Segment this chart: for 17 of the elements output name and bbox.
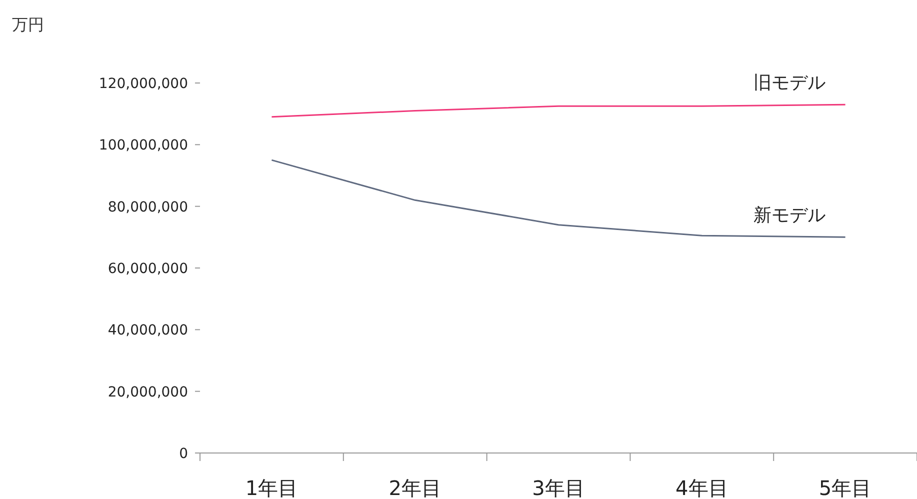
y-axis-title: 万円 bbox=[12, 15, 44, 34]
line-series bbox=[270, 159, 846, 238]
x-tick-label: 1年目 bbox=[245, 476, 298, 499]
y-tick-label: 120,000,000 bbox=[98, 76, 188, 92]
y-tick-label: 80,000,000 bbox=[108, 199, 188, 216]
y-tick-label: 60,000,000 bbox=[108, 261, 188, 277]
x-tick-label: 3年目 bbox=[532, 476, 585, 499]
y-tick-label: 0 bbox=[179, 446, 188, 462]
line-series bbox=[270, 104, 846, 118]
series-label: 新モデル bbox=[753, 205, 826, 226]
y-tick-label: 20,000,000 bbox=[108, 384, 188, 400]
x-tick-label: 5年目 bbox=[818, 476, 872, 499]
series-label: 旧モデル bbox=[753, 72, 826, 94]
y-tick-label: 40,000,000 bbox=[108, 322, 188, 339]
y-tick-label: 100,000,000 bbox=[98, 138, 188, 154]
x-tick-label: 2年目 bbox=[388, 476, 442, 499]
x-tick-label: 4年目 bbox=[676, 476, 728, 499]
